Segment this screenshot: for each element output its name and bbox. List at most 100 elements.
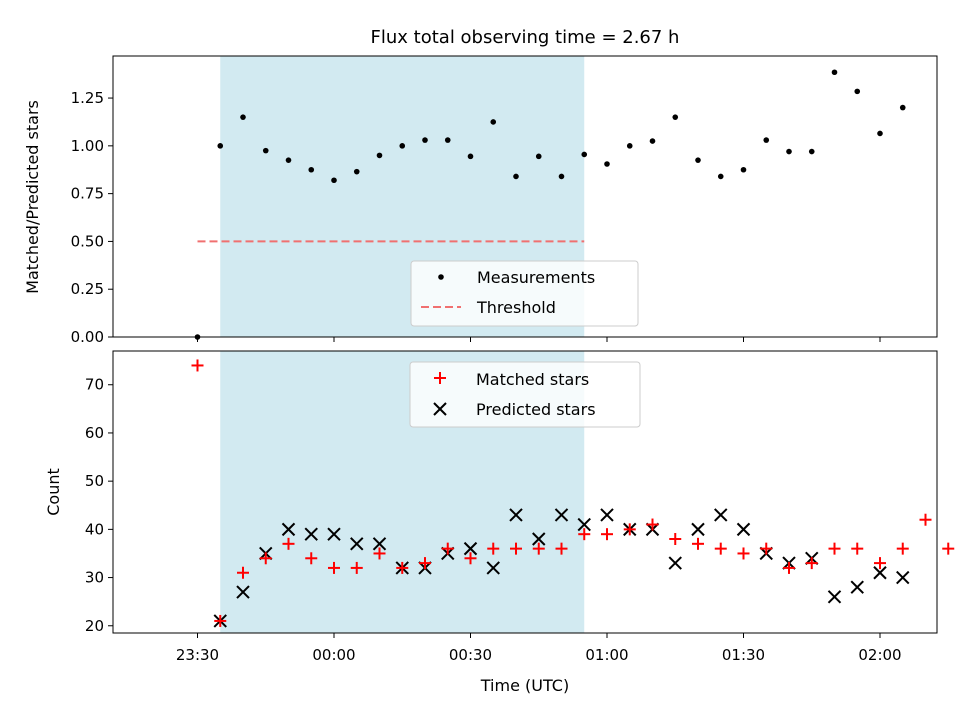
- bottom-y-tick-label: 20: [85, 617, 104, 635]
- measurement-point: [262, 147, 269, 154]
- measurement-point: [604, 161, 610, 167]
- measurement-point: [490, 119, 497, 125]
- predicted-star-point: [577, 517, 591, 532]
- x-axis-label: Time (UTC): [480, 676, 569, 695]
- matched-star-point: [350, 561, 363, 574]
- measurement-point: [308, 166, 315, 173]
- matched-star-point: [510, 542, 522, 555]
- measurement-point: [558, 173, 565, 180]
- top-y-tick-label: 0.00: [71, 328, 104, 346]
- predicted-star-point: [463, 541, 478, 556]
- top-y-axis-label: Matched/Predicted stars: [23, 100, 42, 294]
- matched-star-point: [942, 542, 955, 555]
- predicted-star-point: [372, 537, 387, 551]
- legend-matched-marker: [434, 372, 446, 384]
- measurement-point: [763, 137, 770, 143]
- bottom-y-tick-label: 70: [85, 376, 104, 394]
- matched-star-point: [396, 561, 409, 574]
- measurement-point: [513, 173, 519, 180]
- measurement-point: [854, 88, 861, 95]
- matched-star-point: [237, 566, 249, 579]
- predicted-star-point: [873, 566, 887, 580]
- bottom-y-axis-label: Count: [44, 468, 63, 516]
- measurement-point: [740, 166, 747, 173]
- x-tick-label: 02:00: [858, 646, 901, 664]
- matched-star-point: [919, 513, 932, 526]
- measurement-point: [217, 143, 224, 149]
- measurement-point: [899, 104, 906, 111]
- legend-measurements-label: Measurements: [477, 268, 595, 287]
- matched-star-point: [191, 359, 204, 372]
- top-legend: Measurements Threshold: [410, 260, 639, 327]
- bottom-y-tick-label: 60: [85, 424, 104, 442]
- measurement-point: [695, 157, 701, 163]
- matched-star-point: [737, 547, 750, 560]
- matched-star-point: [896, 542, 909, 555]
- measurement-point: [877, 130, 883, 137]
- matched-star-point: [669, 533, 682, 545]
- matched-star-point: [282, 537, 295, 550]
- matched-star-point: [783, 561, 795, 574]
- legend-threshold-label: Threshold: [476, 298, 556, 317]
- measurement-point: [831, 69, 838, 76]
- matched-star-point: [714, 542, 727, 555]
- matched-star-point: [487, 542, 500, 555]
- matched-star-point: [305, 552, 318, 565]
- matched-star-point: [214, 614, 227, 627]
- predicted-star-point: [236, 585, 250, 599]
- matched-star-point: [328, 561, 340, 574]
- measurement-point: [717, 173, 724, 180]
- measurement-point: [240, 114, 246, 120]
- predicted-star-point: [600, 508, 614, 522]
- legend-predicted-label: Predicted stars: [476, 400, 596, 419]
- measurement-point: [353, 168, 360, 175]
- predicted-star-point: [281, 522, 296, 537]
- x-tick-label: 01:30: [722, 646, 765, 664]
- measurement-point: [649, 138, 656, 144]
- measurement-point: [376, 152, 383, 159]
- bottom-plot-frame: [112, 350, 938, 634]
- top-y-tick-label: 1.00: [71, 137, 104, 155]
- predicted-star-point: [691, 522, 705, 537]
- measurement-point: [444, 137, 451, 143]
- x-tick-label: 01:00: [585, 646, 628, 664]
- predicted-star-point: [850, 580, 864, 594]
- measurement-point: [467, 153, 474, 160]
- matched-star-point: [601, 528, 613, 541]
- bottom-panel: 20 30 40 50 60 70 23:30 00:00 00:30 01:00 01:30 02…: [44, 350, 955, 695]
- top-plot-frame: [112, 55, 938, 338]
- predicted-star-point: [532, 532, 546, 546]
- predicted-star-point: [714, 508, 728, 522]
- bottom-legend: Matched stars Predicted stars: [409, 361, 641, 428]
- matched-star-point: [828, 542, 841, 555]
- matched-star-point: [646, 518, 659, 531]
- measurement-point: [285, 157, 292, 163]
- measurement-point: [331, 177, 337, 184]
- predicted-star-point: [554, 508, 569, 522]
- measurement-point: [535, 153, 542, 160]
- measurement-point: [581, 151, 588, 158]
- matched-star-point: [874, 557, 886, 570]
- matched-star-point: [419, 557, 431, 570]
- matched-star-point: [373, 547, 386, 560]
- legend-measurements-marker: [438, 274, 444, 280]
- top-y-tick-label: 1.25: [71, 89, 104, 107]
- predicted-star-point: [668, 556, 682, 570]
- predicted-star-point: [304, 527, 318, 541]
- x-tick-label: 00:00: [312, 646, 355, 664]
- predicted-star-point: [486, 561, 500, 575]
- measurement-point: [808, 148, 815, 155]
- bottom-y-tick-label: 40: [85, 520, 104, 538]
- legend-matched-label: Matched stars: [476, 370, 589, 389]
- predicted-star-point: [896, 570, 910, 585]
- matched-star-point: [578, 528, 591, 541]
- x-tick-label: 23:30: [176, 646, 219, 664]
- matched-star-point: [851, 542, 864, 555]
- matched-star-point: [555, 542, 568, 555]
- bottom-legend-box: [409, 361, 641, 428]
- top-y-tick-label: 0.50: [71, 232, 104, 250]
- top-y-tick-label: 0.75: [71, 185, 104, 203]
- measurement-point: [399, 143, 406, 149]
- matched-star-point: [464, 552, 477, 565]
